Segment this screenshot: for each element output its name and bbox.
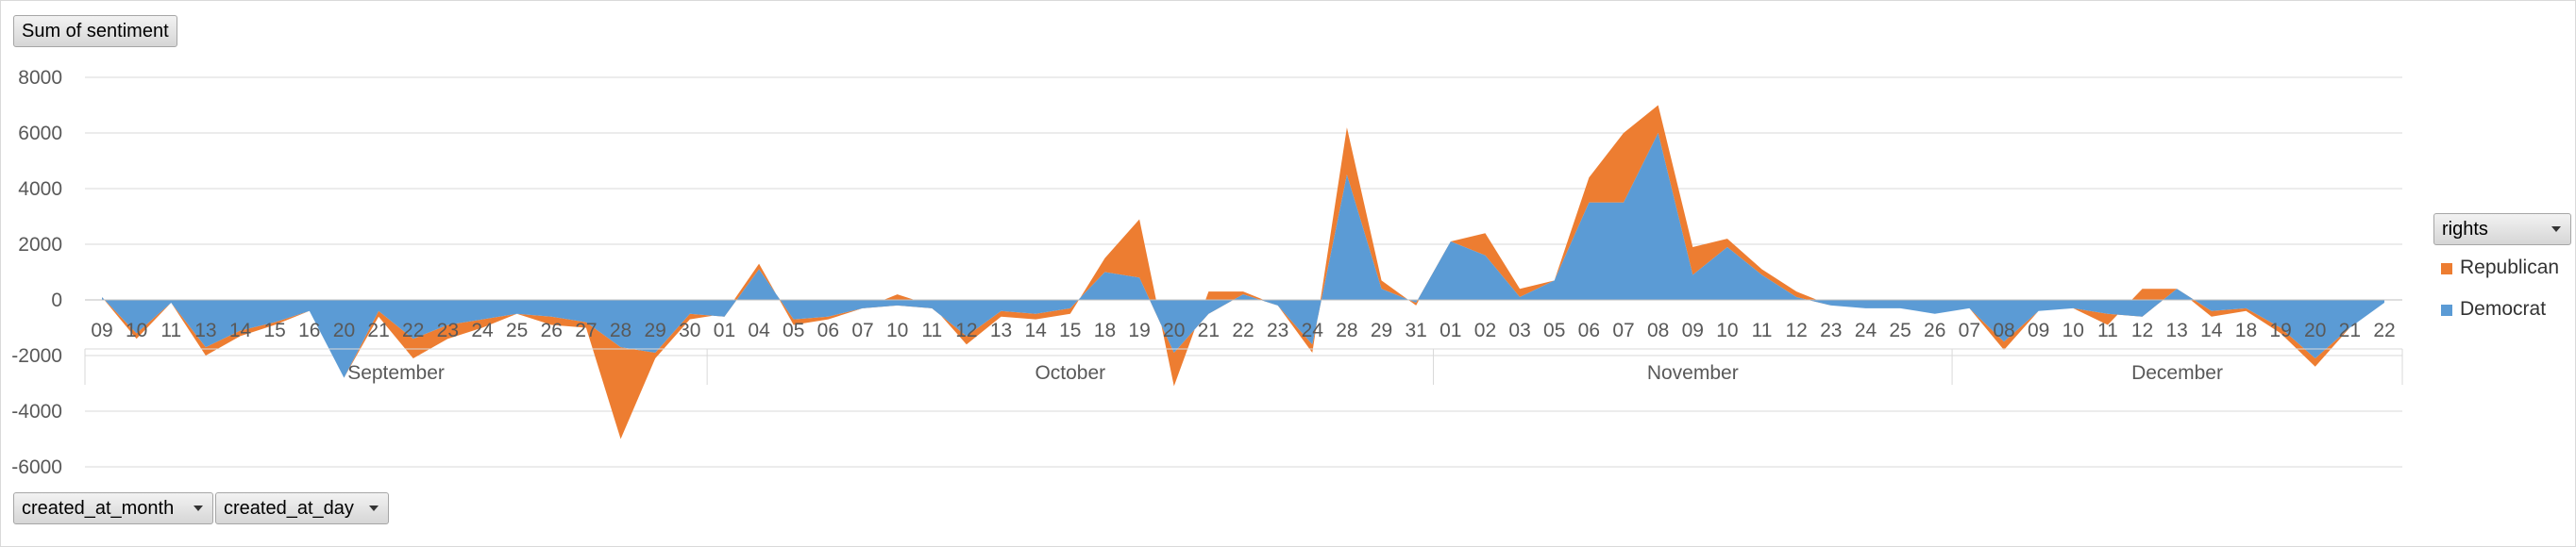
- x-tick-label-17: 30: [679, 320, 700, 341]
- day-field-label: created_at_day: [224, 498, 354, 519]
- x-tick-label-34: 23: [1267, 320, 1288, 341]
- x-tick-label-45: 08: [1647, 320, 1669, 341]
- y-tick-label-0: 8000: [18, 67, 62, 89]
- x-tick-label-1: 10: [126, 320, 147, 341]
- x-tick-label-30: 19: [1128, 320, 1150, 341]
- x-tick-label-7: 20: [333, 320, 355, 341]
- y-tick-label-2: 4000: [18, 178, 62, 200]
- month-dropdown-arrow-icon[interactable]: [194, 506, 203, 511]
- x-tick-label-18: 01: [714, 320, 735, 341]
- legend-item-democrat[interactable]: Democrat: [2439, 296, 2559, 338]
- x-tick-label-51: 24: [1855, 320, 1877, 341]
- x-tick-label-4: 14: [229, 320, 252, 341]
- series-field-button[interactable]: rights: [2433, 213, 2571, 245]
- x-tick-label-33: 22: [1232, 320, 1254, 341]
- y-tick-label-7: -6000: [11, 456, 62, 478]
- x-tick-label-46: 09: [1682, 320, 1704, 341]
- x-tick-label-10: 23: [437, 320, 459, 341]
- x-tick-label-52: 25: [1889, 320, 1911, 341]
- x-tick-label-56: 09: [2028, 320, 2049, 341]
- x-tick-label-28: 15: [1059, 320, 1081, 341]
- x-tick-label-16: 29: [645, 320, 666, 341]
- x-tick-label-11: 24: [471, 320, 494, 341]
- month-label-3: December: [2131, 362, 2223, 384]
- x-tick-label-58: 11: [2097, 320, 2118, 341]
- x-tick-label-49: 12: [1786, 320, 1808, 341]
- x-tick-label-55: 08: [1993, 320, 2014, 341]
- x-tick-label-59: 12: [2131, 320, 2153, 341]
- x-tick-label-41: 03: [1508, 320, 1530, 341]
- x-tick-label-24: 11: [921, 320, 942, 341]
- month-field-button[interactable]: created_at_month: [13, 492, 213, 524]
- x-tick-label-23: 10: [886, 320, 908, 341]
- x-tick-label-13: 26: [541, 320, 563, 341]
- x-tick-label-14: 27: [575, 320, 597, 341]
- x-tick-label-37: 29: [1371, 320, 1392, 341]
- x-tick-label-2: 11: [160, 320, 181, 341]
- y-tick-label-3: 2000: [18, 234, 62, 256]
- legend-item-republican[interactable]: Republican: [2439, 255, 2559, 296]
- x-tick-label-38: 31: [1406, 320, 1427, 341]
- y-tick-label-5: -2000: [11, 345, 62, 367]
- month-label-1: October: [1035, 362, 1105, 384]
- x-tick-label-63: 19: [2269, 320, 2291, 341]
- x-tick-label-36: 28: [1336, 320, 1357, 341]
- x-tick-label-8: 21: [367, 320, 389, 341]
- legend-swatch-republican: [2441, 263, 2452, 274]
- legend-label-democrat: Democrat: [2460, 298, 2547, 320]
- legend: Republican Democrat: [2439, 255, 2559, 338]
- series-field-label: rights: [2442, 219, 2488, 240]
- x-tick-label-29: 18: [1094, 320, 1116, 341]
- x-tick-label-44: 07: [1612, 320, 1634, 341]
- month-label-0: September: [347, 362, 445, 384]
- day-dropdown-arrow-icon[interactable]: [369, 506, 379, 511]
- series-dropdown-arrow-icon[interactable]: [2551, 226, 2561, 232]
- x-tick-label-47: 10: [1716, 320, 1738, 341]
- y-tick-label-4: 0: [51, 290, 62, 311]
- x-tick-label-5: 15: [264, 320, 286, 341]
- value-field-button[interactable]: Sum of sentiment: [13, 15, 177, 47]
- x-tick-label-31: 20: [1163, 320, 1185, 341]
- x-tick-label-26: 13: [990, 320, 1012, 341]
- x-tick-label-35: 24: [1302, 320, 1324, 341]
- x-tick-label-22: 07: [851, 320, 873, 341]
- month-field-label: created_at_month: [22, 498, 175, 519]
- x-tick-label-27: 14: [1025, 320, 1048, 341]
- x-tick-label-12: 25: [506, 320, 528, 341]
- x-tick-label-65: 21: [2339, 320, 2361, 341]
- y-tick-label-1: 6000: [18, 123, 62, 144]
- legend-label-republican: Republican: [2460, 257, 2560, 278]
- month-label-2: November: [1647, 362, 1739, 384]
- x-tick-label-60: 13: [2166, 320, 2188, 341]
- x-tick-label-57: 10: [2062, 320, 2084, 341]
- x-tick-label-21: 06: [817, 320, 839, 341]
- x-tick-label-25: 12: [955, 320, 977, 341]
- x-tick-label-61: 14: [2200, 320, 2223, 341]
- x-tick-label-42: 05: [1543, 320, 1565, 341]
- y-tick-label-6: -4000: [11, 401, 62, 423]
- x-tick-label-53: 26: [1924, 320, 1945, 341]
- day-field-button[interactable]: created_at_day: [215, 492, 389, 524]
- area-series-republican: [102, 105, 2384, 439]
- x-tick-label-62: 18: [2235, 320, 2257, 341]
- x-tick-label-20: 05: [783, 320, 804, 341]
- x-tick-label-32: 21: [1198, 320, 1220, 341]
- legend-swatch-democrat: [2441, 305, 2452, 316]
- x-tick-label-40: 02: [1474, 320, 1496, 341]
- area-series-democrat: [102, 133, 2384, 378]
- x-tick-label-0: 09: [91, 320, 112, 341]
- x-tick-label-15: 28: [610, 320, 631, 341]
- x-tick-label-6: 16: [298, 320, 320, 341]
- x-tick-label-3: 13: [194, 320, 216, 341]
- x-tick-label-54: 07: [1959, 320, 1980, 341]
- x-tick-label-48: 11: [1752, 320, 1773, 341]
- x-tick-label-50: 23: [1820, 320, 1842, 341]
- x-tick-label-66: 22: [2373, 320, 2395, 341]
- x-tick-label-64: 20: [2304, 320, 2326, 341]
- x-tick-label-43: 06: [1578, 320, 1600, 341]
- x-tick-label-39: 01: [1440, 320, 1461, 341]
- x-tick-label-19: 04: [748, 320, 770, 341]
- x-tick-label-9: 22: [402, 320, 424, 341]
